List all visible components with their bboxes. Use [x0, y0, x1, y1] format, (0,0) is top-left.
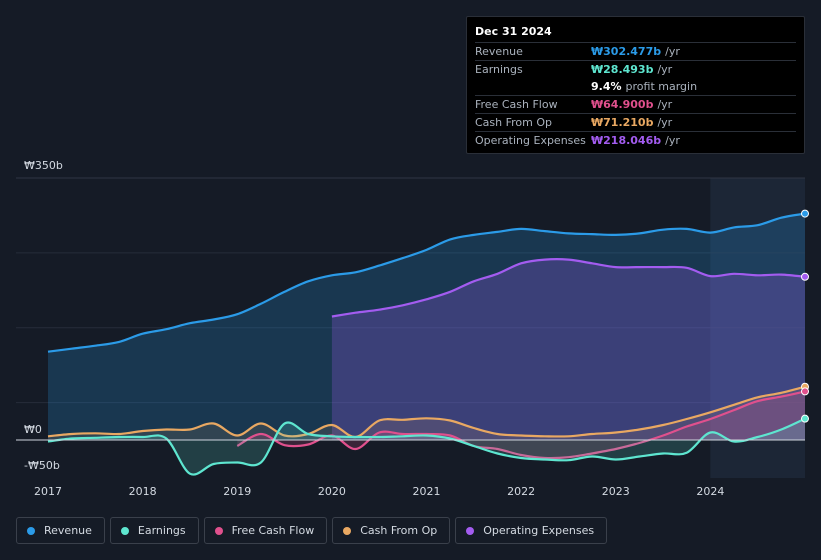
revenue-end-point: [801, 209, 809, 218]
y-axis-label-bottom: -₩50b: [24, 459, 60, 472]
y-axis-label-top: ₩350b: [24, 159, 63, 172]
tooltip-row-operating-expenses: Operating Expenses ₩218.046b /yr: [475, 131, 796, 149]
revenue-line: [47, 212, 806, 353]
tooltip-row-profit-margin: 9.4% profit margin: [475, 78, 796, 95]
operating-expenses-area: [331, 259, 805, 440]
x-axis-tick-label: 2018: [129, 485, 157, 498]
tooltip-value: ₩218.046b: [591, 134, 662, 147]
free-cash-flow-area: [237, 391, 806, 459]
tooltip-unit: /yr: [657, 116, 673, 129]
legend-label: Operating Expenses: [483, 524, 595, 537]
legend-label: Earnings: [137, 524, 186, 537]
tooltip-value: ₩71.210b: [591, 116, 654, 129]
operating-expenses-line: [331, 258, 806, 318]
legend-label: Revenue: [44, 524, 92, 537]
tooltip-row-revenue: Revenue ₩302.477b /yr: [475, 42, 796, 60]
tooltip-unit: /yr: [665, 45, 680, 58]
y-axis-label-zero: ₩0: [24, 423, 42, 436]
tooltip-label: Cash From Op: [475, 116, 553, 129]
legend-operating-expenses[interactable]: Operating Expenses: [455, 517, 608, 544]
x-axis-tick-label: 2020: [318, 485, 346, 498]
operating-expenses-end-point: [801, 272, 809, 281]
legend-label: Free Cash Flow: [231, 524, 315, 537]
tooltip-unit: /yr: [665, 134, 680, 147]
legend-dot-icon: [214, 526, 223, 535]
tooltip-label: Revenue: [475, 45, 523, 58]
legend-earnings[interactable]: Earnings: [109, 517, 199, 544]
legend-dot-icon: [343, 526, 352, 535]
earnings-line: [47, 417, 806, 476]
tooltip-unit: /yr: [657, 63, 673, 76]
legend-dot-icon: [466, 526, 475, 535]
legend-dot-icon: [27, 526, 35, 535]
tooltip-row-cash-from-op: Cash From Op ₩71.210b /yr: [475, 113, 796, 131]
earnings-area: [48, 418, 805, 475]
tooltip-row-earnings: Earnings ₩28.493b /yr: [475, 60, 796, 78]
legend-free-cash-flow[interactable]: Free Cash Flow: [203, 517, 328, 544]
tooltip-unit: /yr: [657, 98, 673, 111]
x-axis-tick-label: 2024: [696, 485, 724, 498]
tooltip-value: ₩64.900b: [591, 98, 654, 111]
tooltip-label: Free Cash Flow: [475, 98, 558, 111]
x-axis-tick-label: 2022: [507, 485, 535, 498]
x-axis-tick-label: 2017: [34, 485, 62, 498]
legend-label: Cash From Op: [360, 524, 438, 537]
tooltip-value: 9.4%: [591, 80, 622, 93]
x-axis-tick-label: 2023: [602, 485, 630, 498]
tooltip-label: Operating Expenses: [475, 134, 586, 147]
tooltip-label: Earnings: [475, 63, 523, 76]
revenue-area: [48, 213, 805, 440]
legend-cash-from-op[interactable]: Cash From Op: [332, 517, 451, 544]
tooltip-unit: profit margin: [625, 80, 698, 93]
tooltip-label: [475, 78, 591, 95]
legend-dot-icon: [120, 526, 129, 535]
x-axis-tick-label: 2021: [413, 485, 441, 498]
tooltip-value: ₩28.493b: [591, 63, 654, 76]
cash-from-op-line: [47, 385, 806, 439]
tooltip-date: Dec 31 2024: [475, 25, 552, 38]
x-axis-tick-label: 2019: [223, 485, 251, 498]
tooltip-value: ₩302.477b: [591, 45, 662, 58]
legend-revenue[interactable]: Revenue: [16, 517, 105, 544]
tooltip-row-free-cash-flow: Free Cash Flow ₩64.900b /yr: [475, 95, 796, 113]
free-cash-flow-end-point: [801, 387, 809, 396]
chart-legend: Revenue Earnings Free Cash Flow Cash Fro…: [16, 517, 608, 544]
earnings-end-point: [801, 414, 809, 423]
data-tooltip: Dec 31 2024 Revenue ₩302.477b /yr Earnin…: [466, 16, 805, 154]
